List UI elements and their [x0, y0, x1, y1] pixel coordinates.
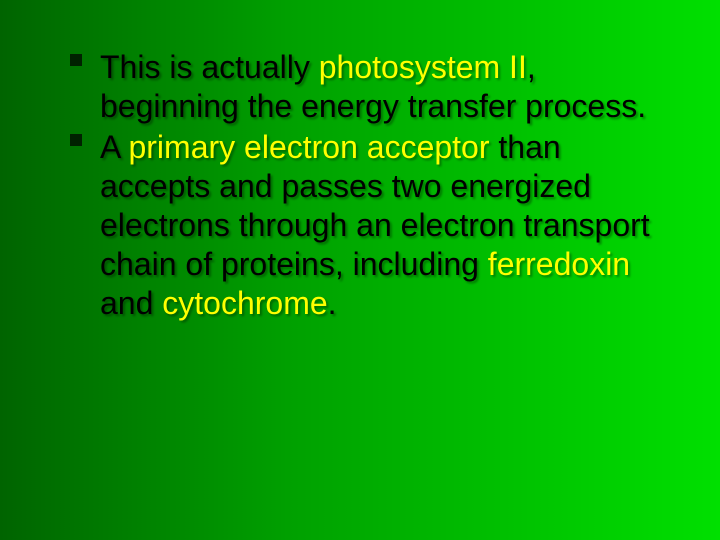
text-segment: .: [328, 285, 337, 321]
square-bullet-icon: [70, 54, 82, 66]
text-segment: and: [100, 285, 162, 321]
slide: This is actually photosystem II, beginni…: [0, 0, 720, 540]
text-segment-highlight: cytochrome: [162, 285, 327, 321]
bullet-item: A primary electron acceptor than accepts…: [70, 128, 660, 323]
slide-content: This is actually photosystem II, beginni…: [70, 48, 660, 325]
square-bullet-icon: [70, 134, 82, 146]
bullet-text: A primary electron acceptor than accepts…: [100, 128, 660, 323]
text-segment-highlight: ferredoxin: [488, 246, 630, 282]
bullet-text: This is actually photosystem II, beginni…: [100, 48, 660, 126]
text-segment-highlight: photosystem II: [319, 49, 527, 85]
bullet-item: This is actually photosystem II, beginni…: [70, 48, 660, 126]
text-segment: This is actually: [100, 49, 319, 85]
text-segment-highlight: primary electron acceptor: [128, 129, 489, 165]
text-segment: A: [100, 129, 128, 165]
